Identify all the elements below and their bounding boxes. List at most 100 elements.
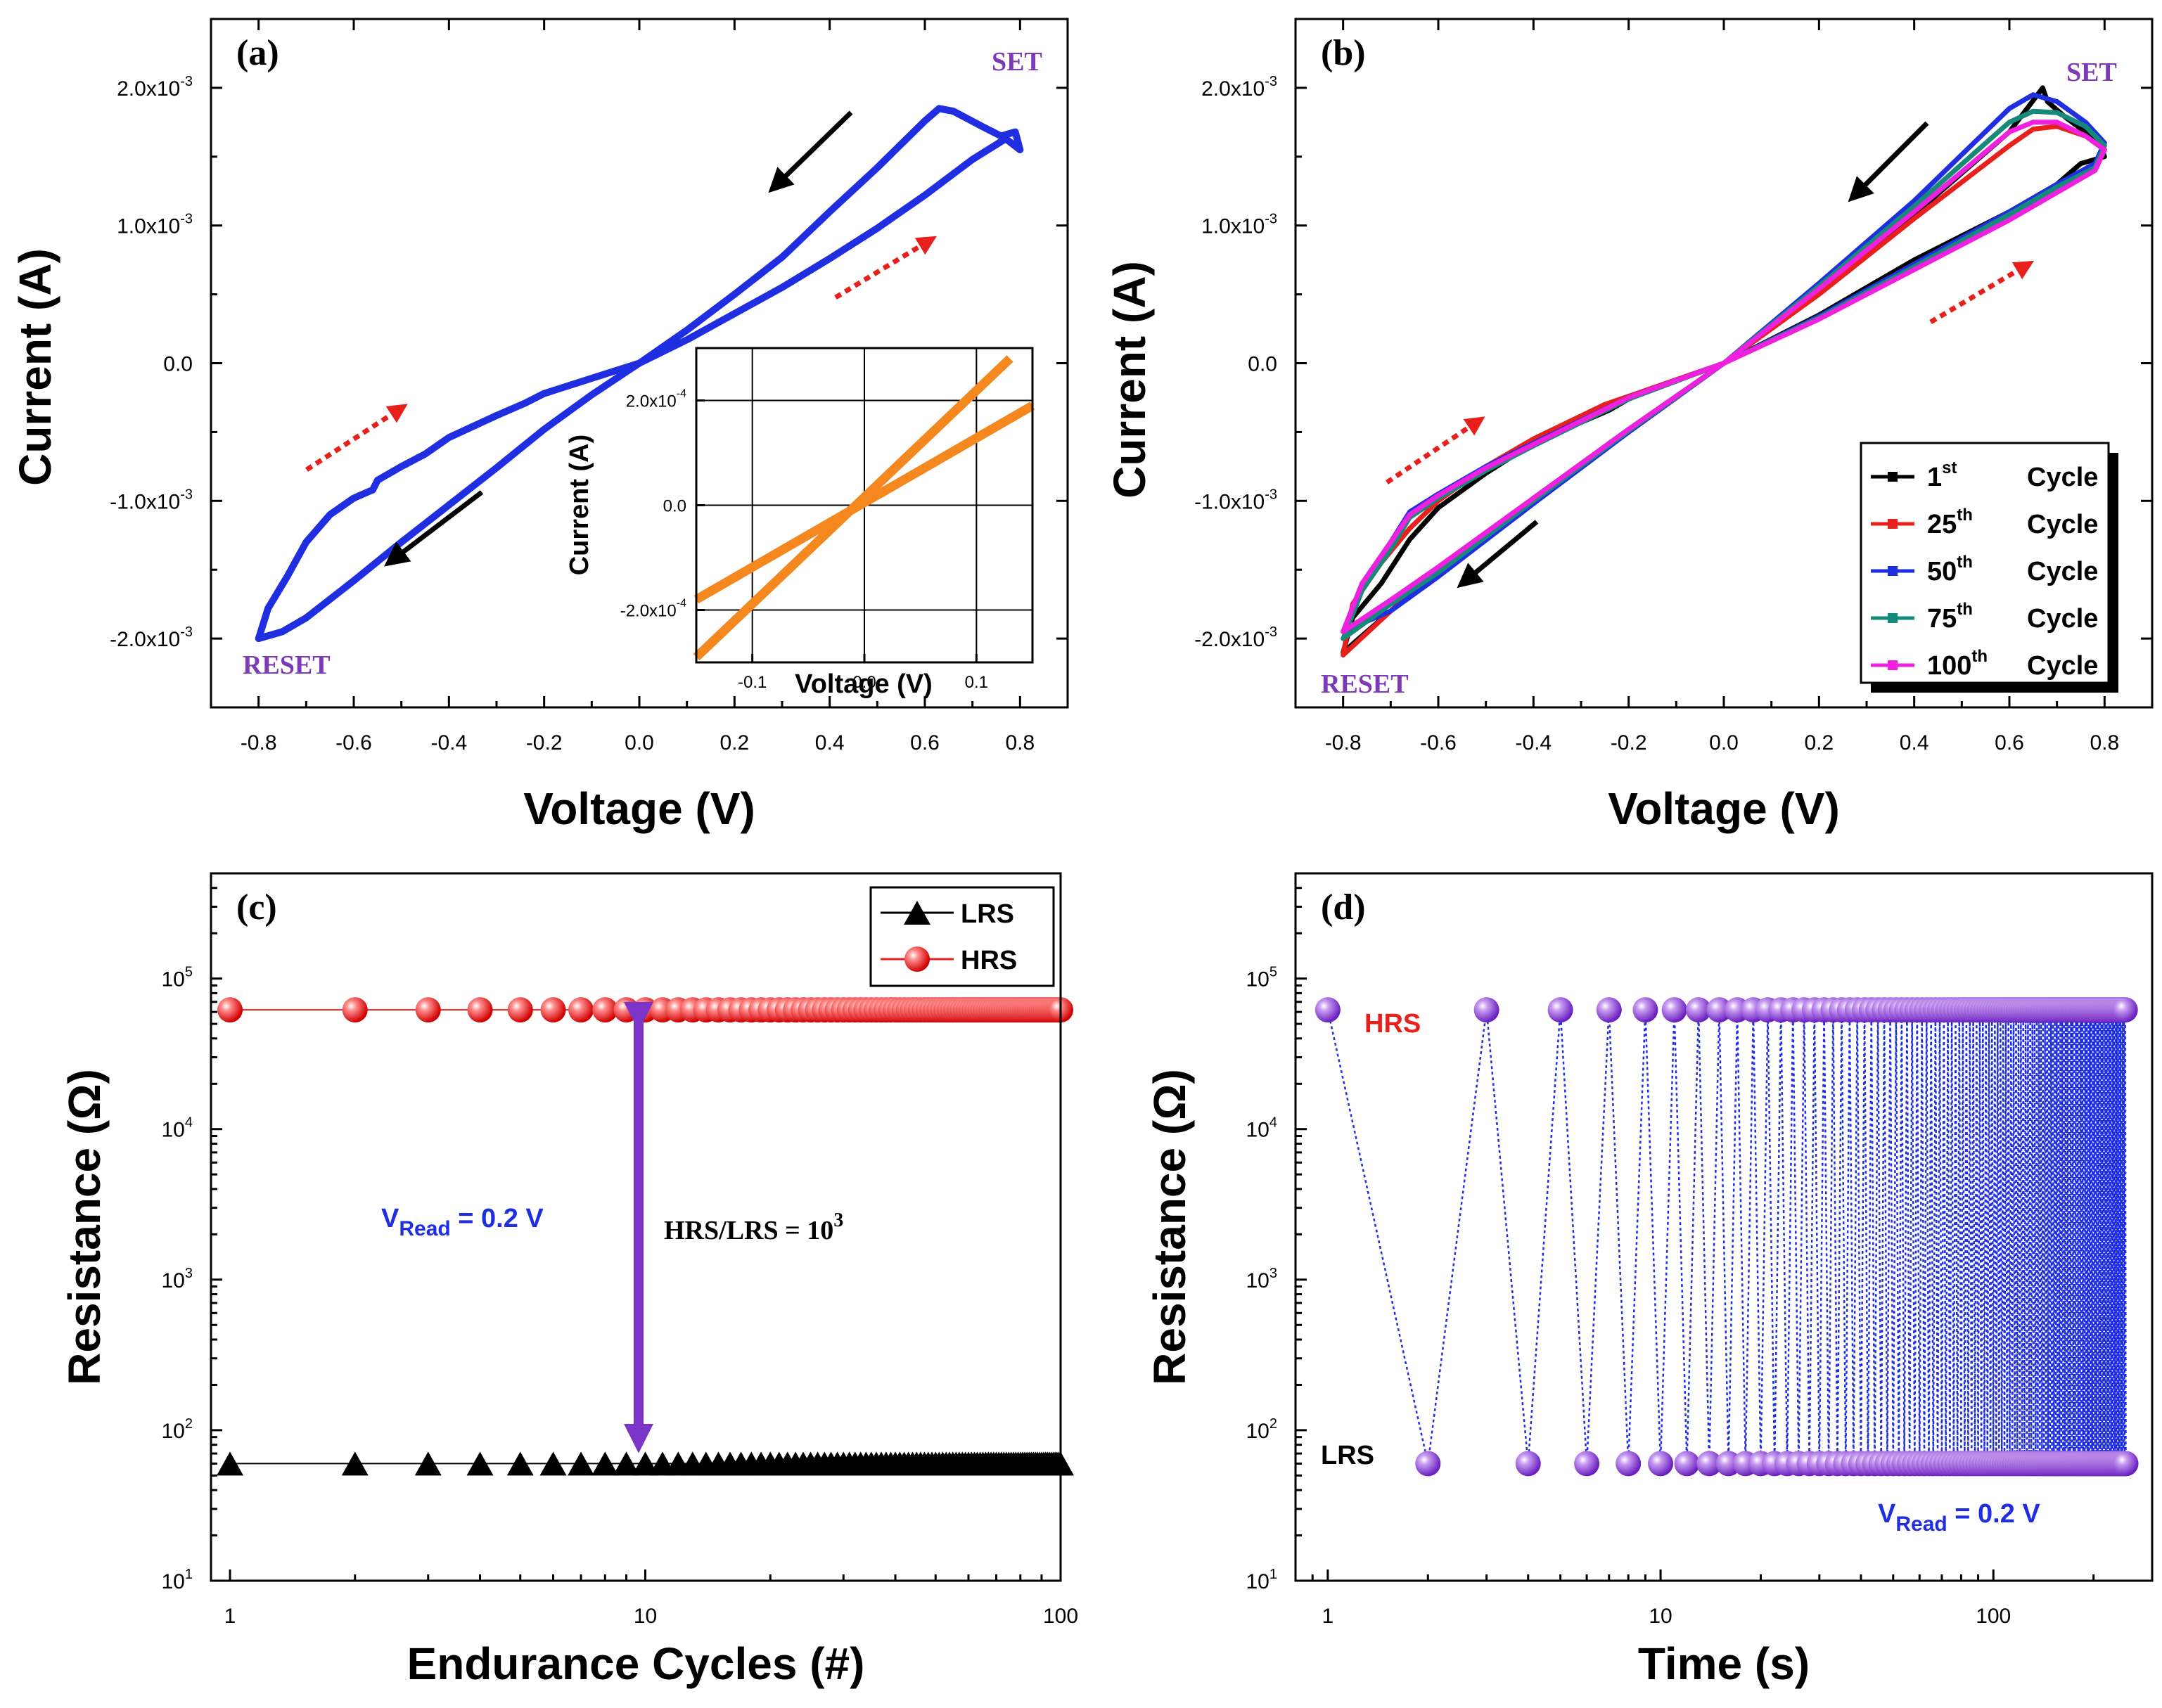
a-xtick-label: 0.8 [1005, 731, 1035, 755]
b-reset-label: RESET [1321, 669, 1409, 699]
c-ytick-label: 105 [162, 965, 193, 991]
d-point [1547, 997, 1573, 1023]
a-panel-label: (a) [236, 33, 279, 73]
d-point [1706, 997, 1732, 1023]
c-ratio-label: HRS/LRS = 103 [664, 1209, 843, 1245]
b-legend-cycle-word: Cycle [2027, 463, 2098, 492]
d-xlabel: Time (s) [1638, 1638, 1810, 1689]
d-xtick-label: 10 [1649, 1605, 1672, 1628]
b-legend-marker [1888, 472, 1898, 482]
b-xtick-label: -0.6 [1420, 731, 1457, 755]
b-plot-area [1341, 85, 2107, 658]
a-ytick-label: -2.0x10-3 [110, 624, 193, 651]
c-lrs-point [506, 1451, 534, 1476]
d-point [1616, 1451, 1642, 1477]
d-ticks: 1 10 100 101 102 103 104 105 [1246, 887, 2095, 1628]
d-point [1696, 1451, 1722, 1477]
d-plot-frame [1294, 872, 2154, 1582]
a-inset-ylabel: Current (A) [565, 435, 594, 576]
b-legend-cycle-word: Cycle [2027, 510, 2098, 539]
b-legend-label: 100th [1927, 647, 1988, 681]
b-xlabel: Voltage (V) [1608, 783, 1840, 834]
b-arrow-positive-up [1929, 260, 2035, 325]
panel-a: -0.8 -0.6 -0.4 -0.2 0.0 0.2 0.4 0.6 0.8 -2.0x10-3… [10, 18, 1069, 834]
c-hrs-point [467, 997, 493, 1023]
d-point [2112, 997, 2138, 1023]
d-ytick-label: 101 [1246, 1567, 1278, 1593]
a-xtick-label: 0.6 [910, 731, 940, 755]
d-switch-line [1326, 1009, 2127, 1464]
d-point [1596, 997, 1622, 1023]
c-xtick-label: 100 [1043, 1605, 1078, 1628]
b-legend-box [1860, 442, 2110, 684]
b-ytick-label: -2.0x10-3 [1194, 624, 1277, 651]
a-inset-xtick-label: 0.0 [852, 673, 876, 692]
a-xtick-label: -0.2 [526, 731, 563, 755]
c-hrs-point [342, 997, 368, 1023]
c-legend: LRS HRS [869, 886, 1055, 987]
a-inset: -0.1 0.0 0.1 -2.0x10-4 0.0 2.0x10-4 Voltage (… [565, 347, 1035, 699]
c-lrs-point [568, 1451, 595, 1476]
c-lrs-point [591, 1451, 619, 1476]
a-arrow-reset-down [384, 490, 484, 567]
a-inset-xlabel: Voltage (V) [795, 669, 933, 699]
c-vread-label: VRead = 0.2 V [381, 1204, 544, 1240]
d-ytick-label: 102 [1246, 1416, 1278, 1443]
b-legend-label: 25th [1927, 506, 1973, 539]
a-xtick-label: -0.8 [241, 731, 277, 755]
d-ytick-label: 104 [1246, 1115, 1278, 1142]
c-xtick-label: 1 [224, 1605, 236, 1628]
b-ylabel: Current (A) [1104, 261, 1155, 499]
a-arrow-negative-up [305, 404, 408, 472]
c-lrs-point [613, 1451, 640, 1476]
a-plot-area [255, 105, 1024, 643]
c-hrs-point [540, 997, 566, 1023]
b-ytick-label: 0.0 [1248, 353, 1277, 376]
b-arrow-reset-down [1457, 520, 1539, 589]
c-hrs-point [217, 997, 243, 1023]
d-point [1648, 1451, 1674, 1477]
b-legend-marker [1888, 613, 1898, 623]
c-legend-label: LRS [961, 899, 1014, 929]
d-ytick-label: 105 [1246, 965, 1278, 991]
a-xtick-label: 0.2 [719, 731, 749, 755]
b-arrow-set-down [1848, 121, 1929, 203]
a-ticks: -0.8 -0.6 -0.4 -0.2 0.0 0.2 0.4 0.6 0.8 -2.0x10-3… [110, 19, 1068, 755]
d-point [1674, 1451, 1700, 1477]
b-series-5 [1341, 120, 2107, 634]
d-panel-label: (d) [1321, 887, 1366, 927]
a-inset-ytick-label: -2.0x10-4 [620, 598, 686, 621]
d-point [1632, 997, 1658, 1023]
panel-d: 1 10 100 101 102 103 104 105 (d) HRS LRS VRead … [1144, 872, 2154, 1689]
c-ytick-label: 103 [162, 1266, 193, 1292]
b-xtick-label: 0.6 [1995, 731, 2024, 755]
d-point [1661, 997, 1687, 1023]
a-inset-series-line [693, 402, 1035, 604]
c-ytick-label: 102 [162, 1416, 193, 1443]
b-set-label: SET [2066, 58, 2117, 87]
c-lrs-point [414, 1451, 442, 1476]
b-xtick-label: 0.2 [1804, 731, 1834, 755]
c-xtick-label: 10 [634, 1605, 657, 1628]
a-inset-ticks: -0.1 0.0 0.1 -2.0x10-4 0.0 2.0x10-4 [620, 388, 988, 693]
b-xtick-label: -0.2 [1611, 731, 1647, 755]
a-inset-plot [693, 355, 1035, 661]
c-ytick-label: 104 [162, 1115, 193, 1142]
b-legend-marker [1888, 566, 1898, 576]
d-point [1685, 997, 1711, 1023]
b-xtick-label: 0.4 [1900, 731, 1929, 755]
d-plot-area [1315, 997, 2139, 1477]
a-series-line [255, 105, 1024, 643]
c-hrs-point [568, 997, 594, 1023]
c-hrs-point [415, 997, 441, 1023]
a-arrow-set-down [768, 110, 853, 193]
a-xtick-label: 0.0 [625, 731, 654, 755]
a-xtick-label: -0.6 [335, 731, 372, 755]
a-arrow-positive-up [834, 236, 937, 300]
d-point [1574, 1451, 1600, 1477]
b-legend-marker [1888, 660, 1898, 670]
b-arrow-negative-up [1386, 416, 1485, 484]
b-ytick-label: 1.0x10-3 [1201, 212, 1277, 238]
